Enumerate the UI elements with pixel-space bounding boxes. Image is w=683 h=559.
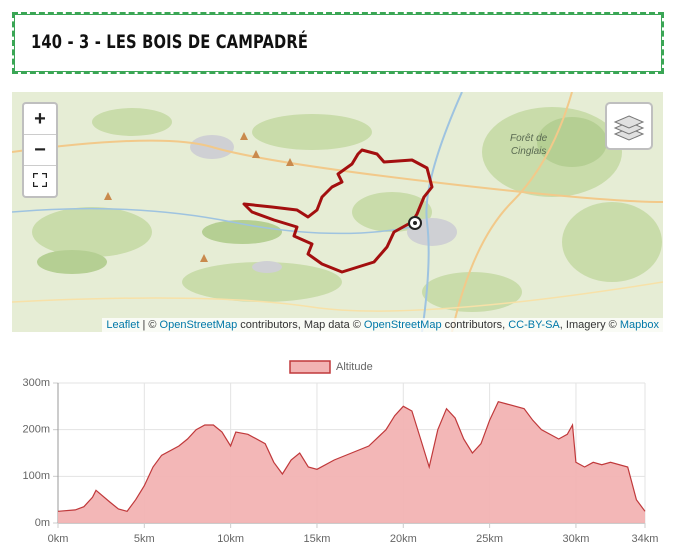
license-link[interactable]: CC-BY-SA [508, 319, 560, 331]
legend-label: Altitude [336, 361, 373, 373]
page-title: 140 - 3 - LES BOIS DE CAMPADRÉ [31, 31, 309, 53]
y-tick-label: 100m [22, 470, 50, 482]
place-label: Forêt de Cinglais [510, 132, 547, 158]
attribution-text: contributors, [441, 319, 509, 331]
title-box: 140 - 3 - LES BOIS DE CAMPADRÉ [12, 12, 664, 74]
start-marker-dot [413, 221, 417, 225]
place-label-line: Forêt de [510, 133, 548, 144]
layers-icon [613, 115, 645, 141]
map-tiles [12, 92, 663, 332]
place-label-line: Cinglais [510, 146, 547, 157]
y-tick-label: 300m [22, 377, 50, 389]
x-tick-label: 20km [390, 533, 417, 545]
route [242, 148, 434, 274]
forest [37, 117, 607, 274]
x-tick-label: 25km [476, 533, 503, 545]
zoom-in-button[interactable]: + [24, 104, 56, 135]
osm-link[interactable]: OpenStreetMap [159, 319, 238, 331]
elevation-chart: 0m 100m 200m 300m 0km 5km 10km 15km 20km 25km 30km… [22, 360, 659, 545]
osm-link[interactable]: OpenStreetMap [363, 319, 442, 331]
x-tick-label: 34km [632, 533, 659, 545]
map[interactable]: Forêt de Cinglais + − Leaflet | © OpenStr… [12, 92, 663, 332]
attribution: Leaflet | © OpenStreetMap contributors, … [102, 318, 663, 332]
zoom-out-button[interactable]: − [24, 135, 56, 166]
y-tick-label: 200m [22, 424, 50, 436]
x-tick-label: 0km [48, 533, 69, 545]
layers-button[interactable] [605, 102, 653, 150]
area-fill [58, 401, 645, 523]
y-tick-label: 0m [35, 517, 50, 529]
fullscreen-icon [31, 171, 49, 189]
legend-swatch [289, 360, 331, 374]
roads [12, 92, 663, 332]
fullscreen-button[interactable] [24, 166, 56, 196]
attribution-text: , Imagery © [559, 319, 620, 331]
attribution-text: contributors, Map data © [237, 319, 364, 331]
x-tick-label: 10km [217, 533, 244, 545]
x-tick-label: 5km [134, 533, 155, 545]
area-line [57, 400, 646, 512]
x-tick-label: 30km [562, 533, 589, 545]
attribution-text: | © [139, 319, 160, 331]
zoom-control: + − [22, 102, 58, 198]
x-tick-label: 15km [304, 533, 331, 545]
peak-icons [104, 132, 294, 262]
mapbox-link[interactable]: Mapbox [619, 319, 659, 331]
leaflet-link[interactable]: Leaflet [106, 319, 140, 331]
